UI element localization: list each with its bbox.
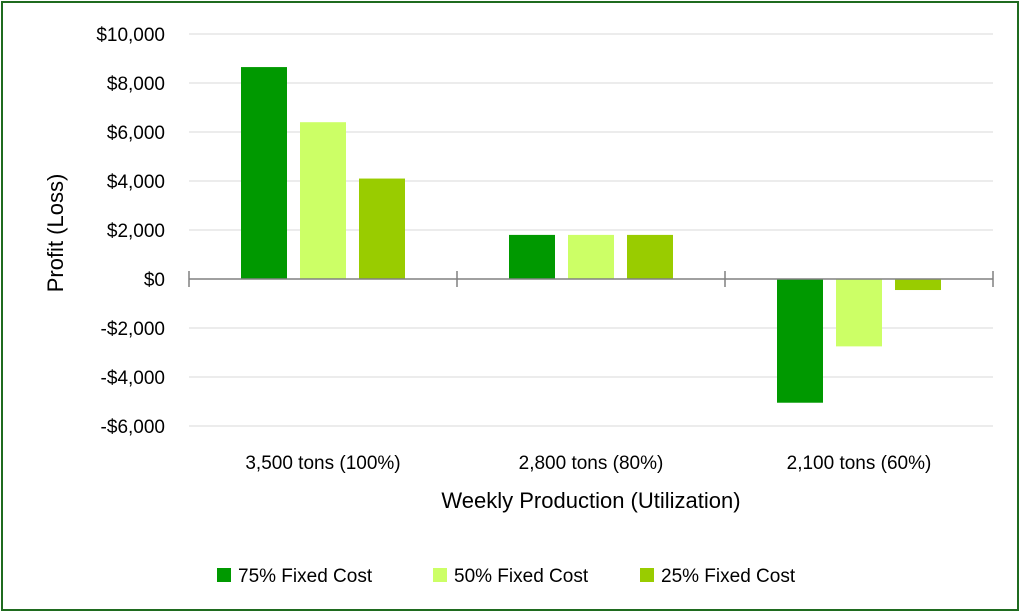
legend: 75% Fixed Cost 50% Fixed Cost 25% Fixed Co… [217, 566, 796, 587]
y-tick-label: -$6,000 [101, 417, 165, 438]
y-tick-labels: $10,000 $8,000 $6,000 $4,000 $2,000 $0 -$2,000… [96, 25, 165, 438]
x-tick-label: 3,500 tons (100%) [245, 453, 400, 474]
x-axis [188, 271, 994, 287]
y-tick-label: $4,000 [107, 172, 165, 193]
y-tick-label: $10,000 [96, 25, 165, 46]
legend-swatch [217, 568, 231, 582]
bar-chart: $10,000 $8,000 $6,000 $4,000 $2,000 $0 -$2,000… [43, 25, 994, 587]
x-tick-labels: 3,500 tons (100%) 2,800 tons (80%) 2,100 t… [245, 453, 931, 474]
y-tick-label: $6,000 [107, 123, 165, 144]
y-tick-label: $8,000 [107, 74, 165, 95]
x-tick-label: 2,800 tons (80%) [519, 453, 664, 474]
bar [836, 279, 882, 347]
y-tick-label: $0 [144, 270, 165, 291]
x-axis-title: Weekly Production (Utilization) [441, 488, 740, 513]
y-tick-label: -$2,000 [101, 319, 165, 340]
bar [895, 279, 941, 291]
legend-label: 50% Fixed Cost [454, 566, 589, 587]
legend-label: 25% Fixed Cost [661, 566, 796, 587]
bar [568, 234, 614, 279]
legend-swatch [640, 568, 654, 582]
bar [241, 67, 287, 279]
y-tick-label: -$4,000 [101, 368, 165, 389]
legend-swatch [433, 568, 447, 582]
bar [359, 178, 405, 279]
bar [777, 279, 823, 403]
y-tick-label: $2,000 [107, 221, 165, 242]
x-tick-label: 2,100 tons (60%) [787, 453, 932, 474]
bars [241, 67, 941, 403]
bar [300, 122, 346, 279]
bar [509, 234, 555, 279]
y-axis-title: Profit (Loss) [43, 174, 68, 293]
bar [627, 234, 673, 279]
legend-label: 75% Fixed Cost [238, 566, 373, 587]
